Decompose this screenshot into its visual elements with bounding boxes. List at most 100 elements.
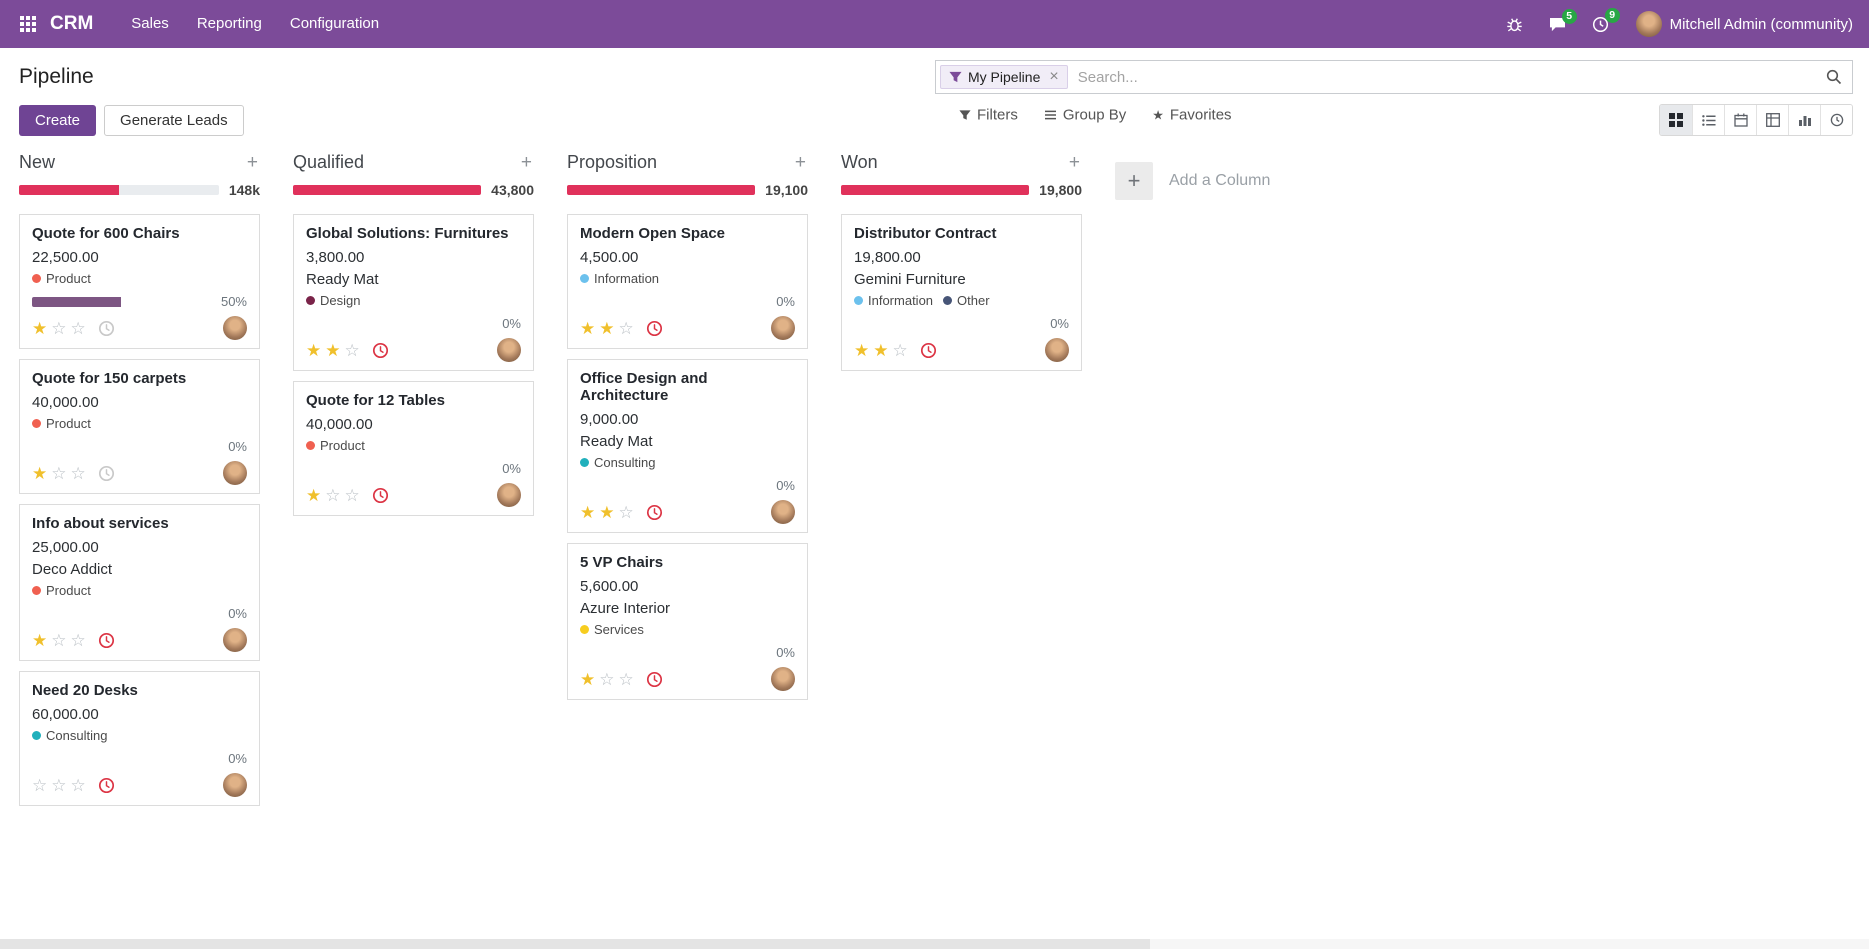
column-title[interactable]: Won [841,152,878,172]
star-icon[interactable]: ☆ [51,318,67,338]
card-percent: 0% [228,751,247,766]
activity-clock-icon[interactable] [98,632,115,649]
kanban-card[interactable]: Office Design and Architecture 9,000.00 … [567,359,808,533]
search-facet[interactable]: My Pipeline × [940,65,1068,89]
column-title[interactable]: New [19,152,56,172]
star-icon[interactable]: ★ [580,318,596,338]
menu-reporting[interactable]: Reporting [196,15,262,32]
view-kanban-button[interactable] [1660,105,1692,135]
star-icon[interactable]: ☆ [51,630,67,650]
card-progressbar-row: 0% [32,751,247,766]
column-progressbar[interactable] [293,185,482,195]
menu-sales[interactable]: Sales [131,15,169,32]
card-amount: 22,500.00 [32,249,99,266]
star-icon[interactable]: ★ [32,318,48,338]
apps-menu-button[interactable] [16,12,40,36]
generate-leads-button[interactable]: Generate Leads [104,104,244,136]
star-icon[interactable]: ★ [873,340,889,360]
column-progressbar[interactable] [19,185,219,195]
kanban-card[interactable]: Distributor Contract 19,800.00 Gemini Fu… [841,214,1082,371]
star-icon[interactable]: ☆ [70,775,86,795]
app-name[interactable]: CRM [50,13,94,34]
star-icon[interactable]: ☆ [32,775,48,795]
star-icon[interactable]: ★ [306,485,322,505]
star-icon[interactable]: ☆ [618,502,634,522]
star-icon[interactable]: ★ [580,502,596,522]
activity-clock-icon[interactable] [98,465,115,482]
search-icon[interactable] [1826,69,1842,85]
kanban-card[interactable]: Quote for 600 Chairs 22,500.00 Product 5… [19,214,260,349]
scrollbar-thumb[interactable] [0,939,1150,949]
add-column-label[interactable]: Add a Column [1169,172,1271,189]
column-quick-add-button[interactable]: + [794,152,806,173]
debug-button[interactable] [1502,12,1527,37]
filters-button[interactable]: Filters [950,102,1027,129]
create-button[interactable]: Create [19,104,97,136]
messages-button[interactable]: 5 [1545,8,1577,36]
star-icon[interactable]: ☆ [70,630,86,650]
activity-clock-icon[interactable] [920,342,937,359]
star-icon[interactable]: ☆ [618,318,634,338]
view-calendar-button[interactable] [1724,105,1756,135]
favorites-button[interactable]: ★ Favorites [1143,102,1240,129]
activity-clock-icon[interactable] [372,342,389,359]
kanban-card[interactable]: 5 VP Chairs 5,600.00 Azure Interior Serv… [567,543,808,700]
star-icon[interactable]: ☆ [618,669,634,689]
activity-clock-icon[interactable] [98,320,115,337]
column-progressbar[interactable] [567,185,756,195]
star-icon[interactable]: ★ [599,502,615,522]
kanban-column: New + 148k Quote for 600 Chairs 22,500.0… [19,152,260,816]
view-graph-button[interactable] [1788,105,1820,135]
star-icon[interactable]: ☆ [51,775,67,795]
view-list-button[interactable] [1692,105,1724,135]
view-pivot-button[interactable] [1756,105,1788,135]
kanban-card[interactable]: Quote for 12 Tables 40,000.00 Product 0%… [293,381,534,516]
star-icon[interactable]: ☆ [344,340,360,360]
column-title[interactable]: Qualified [293,152,365,172]
kanban-card[interactable]: Info about services 25,000.00 Deco Addic… [19,504,260,661]
horizontal-scrollbar[interactable] [0,939,1869,949]
kanban-card[interactable]: Need 20 Desks 60,000.00 Consulting 0% ☆ … [19,671,260,806]
star-icon[interactable]: ☆ [325,485,341,505]
star-icon[interactable]: ★ [599,318,615,338]
kanban-card[interactable]: Quote for 150 carpets 40,000.00 Product … [19,359,260,494]
kanban-column: Qualified + 43,800 Global Solutions: Fur… [293,152,534,526]
facet-remove-icon[interactable]: × [1049,68,1059,85]
column-progressbar[interactable] [841,185,1030,195]
search-bar[interactable]: My Pipeline × [935,60,1853,94]
kanban-card[interactable]: Global Solutions: Furnitures 3,800.00 Re… [293,214,534,371]
star-icon[interactable]: ☆ [892,340,908,360]
star-icon[interactable]: ★ [32,630,48,650]
activity-view-icon [1830,113,1843,127]
card-title: Quote for 150 carpets [32,370,187,387]
activity-clock-icon[interactable] [646,320,663,337]
column-cards: Distributor Contract 19,800.00 Gemini Fu… [841,214,1082,371]
activity-clock-icon[interactable] [372,487,389,504]
star-icon[interactable]: ★ [32,463,48,483]
column-title[interactable]: Proposition [567,152,658,172]
view-activity-button[interactable] [1820,105,1852,135]
activities-button[interactable]: 9 [1588,7,1620,37]
star-icon[interactable]: ☆ [51,463,67,483]
add-column-button[interactable]: + [1115,162,1153,200]
column-quick-add-button[interactable]: + [246,152,258,173]
column-quick-add-button[interactable]: + [520,152,532,173]
star-icon[interactable]: ☆ [70,318,86,338]
tag-color-dot [854,296,863,305]
column-quick-add-button[interactable]: + [1068,152,1080,173]
menu-configuration[interactable]: Configuration [289,15,380,32]
kanban-card[interactable]: Modern Open Space 4,500.00 Information 0… [567,214,808,349]
activity-clock-icon[interactable] [646,671,663,688]
group-by-button[interactable]: Group By [1035,102,1135,129]
user-menu[interactable]: Mitchell Admin (community) [1635,11,1853,37]
star-icon[interactable]: ☆ [599,669,615,689]
star-icon[interactable]: ★ [325,340,341,360]
activity-clock-icon[interactable] [98,777,115,794]
star-icon[interactable]: ★ [306,340,322,360]
activity-clock-icon[interactable] [646,504,663,521]
star-icon[interactable]: ☆ [70,463,86,483]
star-icon[interactable]: ☆ [344,485,360,505]
search-input[interactable] [1075,67,1826,87]
star-icon[interactable]: ★ [854,340,870,360]
star-icon[interactable]: ★ [580,669,596,689]
